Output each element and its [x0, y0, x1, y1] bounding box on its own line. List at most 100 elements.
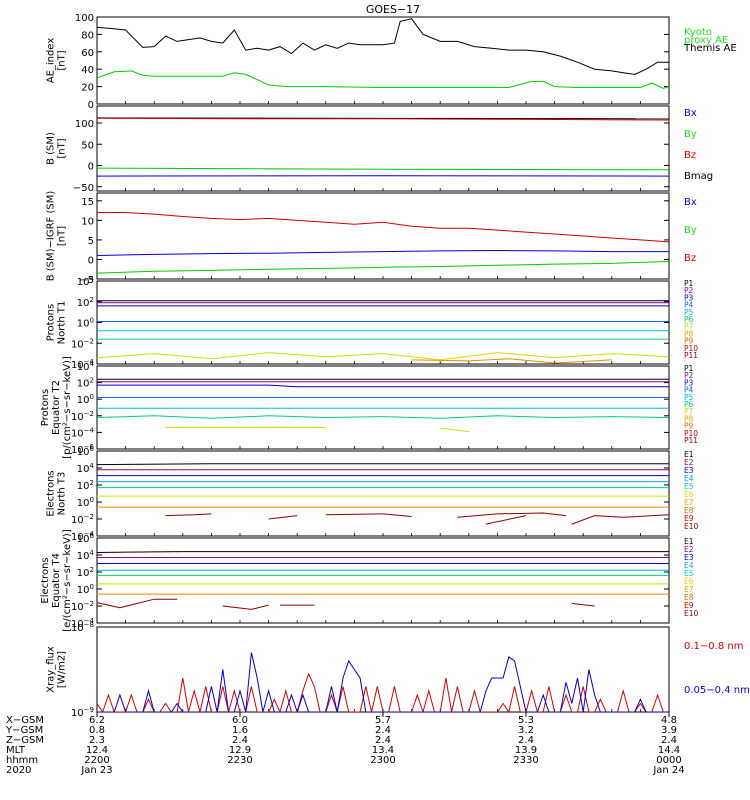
legend-entry: E3 [684, 553, 694, 562]
legend-entry: P7 [684, 407, 694, 416]
legend-entry: E9 [684, 514, 694, 523]
y-tick-label: 20 [81, 83, 94, 94]
ephemeris-row-label: hhmm [6, 755, 38, 766]
legend-entry: Bz [684, 253, 696, 264]
panel-bsm: 100 50 0 −50 B (SM)[nT] Bx By Bz Bmag [46, 105, 713, 194]
series-line-E13 [571, 514, 669, 525]
panel-frame [96, 537, 670, 624]
legend-entry: E7 [684, 585, 694, 594]
y-tick-label: −5 [79, 275, 94, 286]
ephemeris-value: 3.9 [661, 725, 677, 736]
legend-entry: proxy AE [684, 35, 728, 46]
y-axis-label: Xray_flux[W/m2] [46, 646, 68, 693]
series-line-Bz [97, 117, 669, 121]
legend-entry: E2 [684, 545, 694, 554]
y-axis-label: AE_index[nT] [46, 38, 68, 84]
ephemeris-value: 2230 [227, 755, 252, 766]
series-line-Bz [97, 212, 669, 243]
legend-entry: E10 [684, 609, 699, 618]
legend-entry: P3 [684, 378, 694, 387]
legend-entry: P1 [684, 364, 694, 373]
ephemeris-value: 2.4 [375, 735, 391, 746]
y-tick-label: 10−2 [71, 410, 94, 423]
ephemeris-value: 2330 [513, 755, 538, 766]
series-line-0-1-0-8-nm [97, 672, 669, 712]
series-line-P8 [411, 358, 612, 364]
y-tick-label: 100 [77, 496, 94, 509]
ephemeris-row-label: MLT [6, 745, 26, 756]
y-tick-label: −50 [73, 183, 94, 194]
legend-entry: P9 [684, 422, 694, 431]
series-line-P3 [97, 384, 669, 388]
y-tick-label: 104 [77, 462, 95, 475]
series-line-E1 [97, 463, 669, 466]
y-tick-label: 0 [88, 255, 94, 266]
series-line-E11 [457, 512, 567, 518]
ephemeris-value: 2.4 [375, 725, 391, 736]
legend-entry: E1 [684, 537, 694, 546]
ephemeris-table: X−GSM 6.2 6.0 5.7 5.3 4.8Y−GSM 0.8 1.6 2.4 3.2 3.9… [5, 712, 685, 776]
legend-entry: P6 [684, 315, 694, 324]
legend-entry: P2 [684, 286, 694, 295]
ephemeris-value: 4.8 [661, 715, 677, 726]
legend-entry: P6 [684, 400, 694, 409]
ephemeris-value: 13.4 [372, 745, 394, 756]
ephemeris-value: 5.7 [375, 715, 391, 726]
ephemeris-value: 0.8 [89, 725, 105, 736]
y-tick-label: 40 [81, 65, 94, 76]
y-tick-label: 80 [81, 30, 94, 41]
series-line-E8 [165, 513, 212, 517]
series-line-Themis-AE [97, 18, 669, 75]
legend-entry: P10 [684, 429, 698, 438]
legend-entry: E8 [684, 506, 694, 515]
y-tick-label: 10−2 [71, 513, 94, 526]
legend-entry: Kyoto [684, 27, 712, 38]
ephemeris-value: 12.4 [86, 745, 108, 756]
y-tick-label: 100 [75, 119, 94, 130]
series-line-E9 [268, 515, 298, 520]
panel-frame [96, 16, 670, 105]
legend-entry: E4 [684, 561, 694, 570]
legend-entry: P1 [684, 279, 694, 288]
y-tick-label: 106 [77, 532, 95, 545]
panel-frame [96, 365, 670, 450]
legend-entry: P8 [684, 329, 694, 338]
legend-entry: E10 [684, 522, 699, 531]
legend-entry: P4 [684, 386, 694, 395]
y-tick-label: 10−8 [71, 621, 94, 634]
legend-entry: Bx [684, 197, 697, 208]
ephemeris-row-label: Z−GSM [6, 735, 44, 746]
y-tick-label: 100 [77, 583, 94, 596]
ephemeris-value: 12.9 [229, 745, 251, 756]
ephemeris-value: 6.0 [232, 715, 248, 726]
ephemeris-value: 2.4 [661, 735, 677, 746]
y-tick-label: 10−4 [71, 617, 95, 630]
ephemeris-row-label: Y−GSM [5, 725, 43, 736]
legend-entry: E2 [684, 458, 694, 467]
series-line-P7b [440, 427, 469, 433]
y-tick-label: 10−2 [71, 337, 94, 350]
series-line-E10 [325, 513, 412, 517]
y-tick-label: 102 [77, 566, 94, 579]
legend-entry: E1 [684, 450, 694, 459]
ephemeris-value: 14.4 [658, 745, 680, 756]
panel-bigrf: 15 10 5 0 −5 B (SM)−IGRF (SM)[nT] Bx By Bz [46, 191, 697, 286]
ephemeris-value: Jan 24 [652, 765, 684, 776]
ephemeris-value: 3.2 [518, 725, 534, 736]
y-tick-label: 104 [77, 275, 95, 288]
legend-entry: P5 [684, 308, 694, 317]
y-axis-label: ElectronsNorth T3 [46, 470, 68, 516]
series-line-By [97, 167, 669, 171]
legend-entry: P4 [684, 301, 694, 310]
legend-entry: P2 [684, 371, 694, 380]
ephemeris-value: 0000 [656, 755, 681, 766]
y-tick-label: 15 [81, 197, 94, 208]
y-axis-label: B (SM)−IGRF (SM)[nT] [46, 191, 68, 282]
legend-entry: E8 [684, 593, 694, 602]
panel-frame [96, 626, 670, 713]
y-tick-label: 60 [81, 48, 94, 59]
